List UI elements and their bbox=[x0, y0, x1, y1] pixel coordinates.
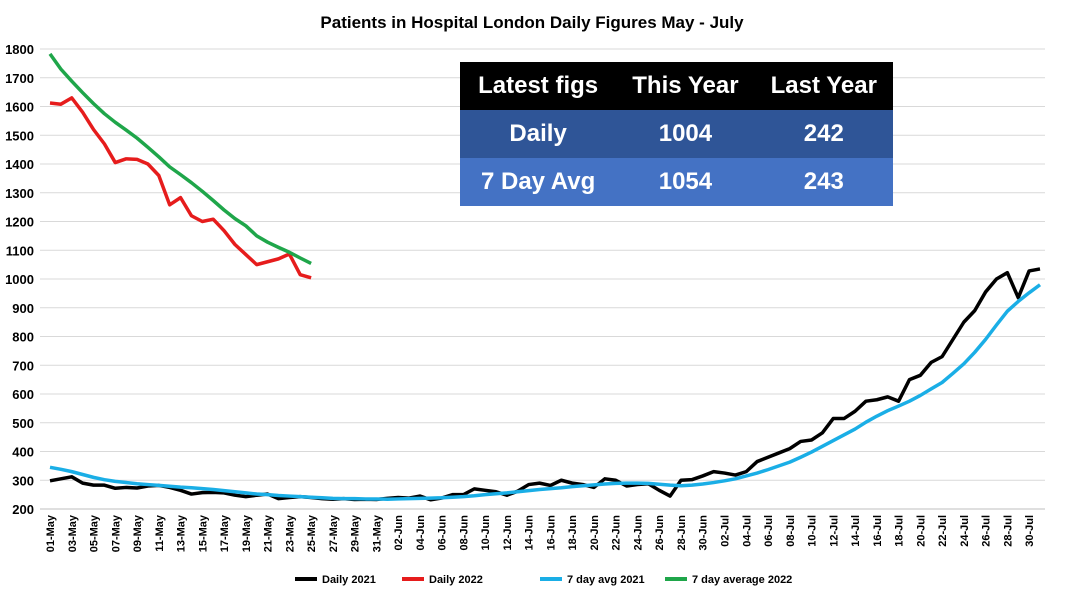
latest-figures-table: Latest figs This Year Last Year Daily 10… bbox=[460, 62, 893, 206]
x-tick-label: 20-Jul bbox=[915, 515, 927, 547]
legend-label: Daily 2021 bbox=[322, 574, 376, 586]
x-tick-label: 22-Jun bbox=[611, 515, 623, 551]
x-tick-label: 19-May bbox=[241, 514, 253, 552]
table-cell: 243 bbox=[754, 158, 893, 206]
x-tick-label: 16-Jul bbox=[872, 515, 884, 547]
y-tick-label: 600 bbox=[12, 387, 34, 402]
y-tick-label: 1700 bbox=[5, 71, 34, 86]
x-tick-label: 30-Jul bbox=[1024, 515, 1036, 547]
table-row: 7 Day Avg 1054 243 bbox=[460, 158, 893, 206]
x-tick-label: 31-May bbox=[371, 514, 383, 552]
x-tick-label: 09-May bbox=[132, 514, 144, 552]
x-tick-label: 18-Jul bbox=[894, 515, 906, 547]
table-row: Daily 1004 242 bbox=[460, 110, 893, 158]
y-tick-label: 400 bbox=[12, 445, 34, 460]
table-cell: 242 bbox=[754, 110, 893, 158]
x-tick-label: 02-Jun bbox=[393, 515, 405, 551]
x-tick-label: 24-Jul bbox=[959, 515, 971, 547]
x-tick-label: 01-May bbox=[45, 514, 57, 552]
x-tick-label: 05-May bbox=[89, 514, 101, 552]
x-tick-label: 20-Jun bbox=[589, 515, 601, 551]
y-tick-label: 900 bbox=[12, 301, 34, 316]
x-tick-label: 13-May bbox=[176, 514, 188, 552]
y-tick-label: 1500 bbox=[5, 128, 34, 143]
x-tick-label: 28-Jun bbox=[676, 515, 688, 551]
series-line-7-day-average-2022 bbox=[48, 52, 312, 266]
legend-label: Daily 2022 bbox=[429, 574, 483, 586]
table-header-row: Latest figs This Year Last Year bbox=[460, 62, 893, 110]
x-tick-label: 12-Jun bbox=[502, 515, 514, 551]
x-tick-label: 26-Jun bbox=[654, 515, 666, 551]
x-tick-label: 25-May bbox=[306, 514, 318, 552]
x-tick-label: 03-May bbox=[67, 514, 79, 552]
x-tick-label: 18-Jun bbox=[567, 515, 579, 551]
table-cell: 1054 bbox=[616, 158, 755, 206]
chart-title: Patients in Hospital London Daily Figure… bbox=[320, 13, 744, 32]
series-line-7-day-avg-2021 bbox=[49, 283, 1042, 501]
x-tick-label: 28-Jul bbox=[1002, 515, 1014, 547]
y-tick-label: 300 bbox=[12, 473, 34, 488]
y-tick-label: 1000 bbox=[5, 272, 34, 287]
x-tick-label: 29-May bbox=[350, 514, 362, 552]
y-tick-label: 500 bbox=[12, 416, 34, 431]
x-tick-label: 23-May bbox=[284, 514, 296, 552]
header-cell: Last Year bbox=[754, 62, 893, 110]
x-tick-label: 06-Jul bbox=[763, 515, 775, 547]
x-tick-label: 14-Jul bbox=[850, 515, 862, 547]
x-tick-label: 07-May bbox=[110, 514, 122, 552]
x-tick-label: 21-May bbox=[263, 514, 275, 552]
x-tick-label: 12-Jul bbox=[828, 515, 840, 547]
y-tick-label: 1100 bbox=[6, 243, 34, 258]
legend-label: 7 day avg 2021 bbox=[567, 574, 645, 586]
y-tick-label: 700 bbox=[12, 358, 34, 373]
y-tick-label: 1200 bbox=[5, 215, 34, 230]
x-tick-label: 04-Jun bbox=[415, 515, 427, 551]
y-tick-label: 200 bbox=[12, 502, 34, 517]
x-tick-label: 30-Jun bbox=[698, 515, 710, 551]
x-tick-label: 08-Jun bbox=[458, 515, 470, 551]
x-tick-label: 14-Jun bbox=[524, 515, 536, 551]
series-line-daily-2021 bbox=[49, 267, 1041, 502]
header-cell: Latest figs bbox=[460, 62, 617, 110]
x-tick-label: 16-Jun bbox=[545, 515, 557, 551]
x-tick-label: 26-Jul bbox=[981, 515, 993, 547]
y-tick-label: 800 bbox=[12, 330, 34, 345]
x-tick-label: 10-Jul bbox=[807, 515, 819, 547]
x-tick-label: 10-Jun bbox=[480, 515, 492, 551]
y-tick-label: 1600 bbox=[5, 100, 34, 115]
series-line-daily-2022 bbox=[49, 96, 312, 280]
x-tick-label: 24-Jun bbox=[632, 515, 644, 551]
legend-label: 7 day average 2022 bbox=[692, 574, 792, 586]
table-cell: 1004 bbox=[616, 110, 755, 158]
y-tick-label: 1400 bbox=[5, 157, 34, 172]
x-tick-label: 22-Jul bbox=[937, 515, 949, 547]
x-tick-label: 02-Jul bbox=[720, 515, 732, 547]
x-tick-label: 08-Jul bbox=[785, 515, 797, 547]
x-tick-label: 06-Jun bbox=[437, 515, 449, 551]
header-cell: This Year bbox=[616, 62, 755, 110]
x-tick-label: 27-May bbox=[328, 514, 340, 552]
x-tick-label: 15-May bbox=[197, 514, 209, 552]
table-cell: Daily bbox=[460, 110, 617, 158]
y-tick-label: 1800 bbox=[5, 42, 34, 57]
table-cell: 7 Day Avg bbox=[460, 158, 617, 206]
y-tick-label: 1300 bbox=[5, 186, 34, 201]
x-tick-label: 17-May bbox=[219, 514, 231, 552]
x-tick-label: 11-May bbox=[154, 514, 166, 552]
x-tick-label: 04-Jul bbox=[741, 515, 753, 547]
